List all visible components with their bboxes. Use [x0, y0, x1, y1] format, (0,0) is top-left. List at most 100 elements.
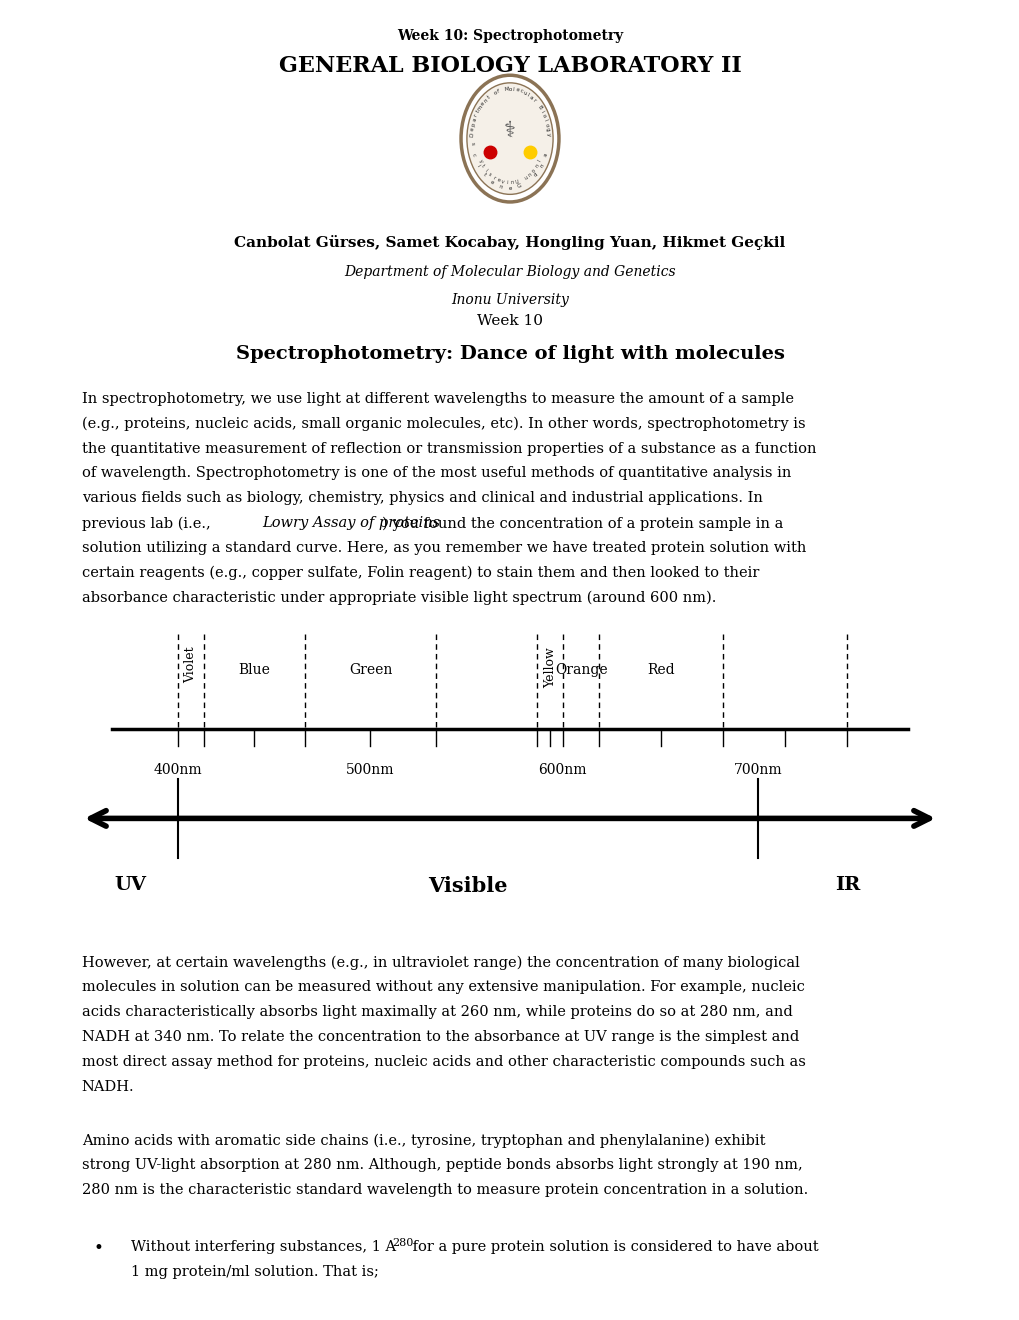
Text: a: a [471, 117, 477, 123]
Text: e: e [469, 127, 475, 132]
Text: Amino acids with aromatic side chains (i.e., tyrosine, tryptophan and phenylalan: Amino acids with aromatic side chains (i… [82, 1134, 764, 1148]
Text: u: u [522, 90, 527, 96]
Text: v: v [500, 180, 504, 185]
Text: 700nm: 700nm [733, 763, 782, 777]
Text: (e.g., proteins, nucleic acids, small organic molecules, etc). In other words, s: (e.g., proteins, nucleic acids, small or… [82, 417, 804, 432]
Text: e: e [479, 100, 485, 107]
Text: Lowry Assay of proteins: Lowry Assay of proteins [262, 516, 440, 531]
Text: absorbance characteristic under appropriate visible light spectrum (around 600 n: absorbance characteristic under appropri… [82, 590, 715, 605]
Text: certain reagents (e.g., copper sulfate, Folin reagent) to stain them and then lo: certain reagents (e.g., copper sulfate, … [82, 566, 758, 581]
Text: p: p [470, 123, 476, 127]
Text: Canbolat Gürses, Samet Kocabay, Hongling Yuan, Hikmet Geçkil: Canbolat Gürses, Samet Kocabay, Hongling… [234, 235, 785, 249]
Text: NADH.: NADH. [82, 1080, 135, 1094]
Text: Department of Molecular Biology and Genetics: Department of Molecular Biology and Gene… [343, 265, 676, 280]
Text: d: d [532, 172, 538, 178]
Circle shape [467, 83, 552, 194]
Text: s: s [487, 172, 492, 177]
Text: Visible: Visible [428, 876, 507, 896]
Text: f: f [496, 88, 500, 94]
Text: solution utilizing a standard curve. Here, as you remember we have treated prote: solution utilizing a standard curve. Her… [82, 541, 805, 554]
Text: o: o [531, 168, 536, 173]
Text: r: r [473, 114, 479, 117]
Text: B: B [536, 104, 542, 111]
Text: i: i [475, 164, 480, 168]
Text: molecules in solution can be measured without any extensive manipulation. For ex: molecules in solution can be measured wi… [82, 981, 804, 994]
Text: t: t [475, 110, 480, 114]
Text: n: n [538, 162, 544, 169]
Text: 280 nm is the characteristic standard wavelength to measure protein concentratio: 280 nm is the characteristic standard wa… [82, 1183, 807, 1197]
Text: UV: UV [114, 876, 146, 895]
Text: o: o [540, 114, 546, 119]
Text: for a pure protein solution is considered to have about: for a pure protein solution is considere… [408, 1239, 818, 1254]
Text: U: U [515, 180, 519, 185]
Text: l: l [513, 87, 515, 92]
Text: 600nm: 600nm [538, 763, 586, 777]
Text: Inonu University: Inonu University [450, 293, 569, 308]
Text: o: o [543, 123, 549, 127]
Text: •: • [94, 1239, 104, 1257]
Text: g: g [544, 127, 550, 132]
Text: m: m [476, 104, 484, 111]
Text: the quantitative measurement of reflection or transmission properties of a subst: the quantitative measurement of reflecti… [82, 442, 815, 455]
Text: 1 mg protein/ml solution. That is;: 1 mg protein/ml solution. That is; [130, 1265, 378, 1279]
Text: a: a [542, 152, 548, 157]
Text: t: t [481, 173, 486, 178]
Text: u: u [523, 174, 528, 181]
Text: t: t [480, 164, 485, 168]
Text: n: n [482, 98, 488, 103]
Text: r: r [491, 176, 495, 181]
Text: of wavelength. Spectrophotometry is one of the most useful methods of quantitati: of wavelength. Spectrophotometry is one … [82, 466, 790, 480]
Text: n: n [498, 183, 502, 189]
Text: n: n [534, 164, 539, 169]
Text: Red: Red [647, 663, 675, 677]
Text: e: e [507, 186, 512, 190]
Text: However, at certain wavelengths (e.g., in ultraviolet range) the concentration o: However, at certain wavelengths (e.g., i… [82, 956, 799, 970]
Text: In spectrophotometry, we use light at different wavelengths to measure the amoun: In spectrophotometry, we use light at di… [82, 392, 793, 407]
Text: Orange: Orange [554, 663, 607, 677]
Text: r: r [531, 98, 536, 103]
Text: IR: IR [835, 876, 860, 895]
Text: Week 10: Spectrophotometry: Week 10: Spectrophotometry [396, 29, 623, 44]
Text: 280: 280 [392, 1238, 414, 1249]
Text: e: e [515, 87, 519, 92]
Text: c: c [519, 88, 523, 94]
Text: GENERAL BIOLOGY LABORATORY II: GENERAL BIOLOGY LABORATORY II [278, 55, 741, 78]
Text: i: i [506, 181, 507, 185]
Text: Yellow: Yellow [543, 647, 556, 688]
Text: s: s [469, 141, 474, 145]
Text: NADH at 340 nm. To relate the concentration to the absorbance at UV range is the: NADH at 340 nm. To relate the concentrat… [82, 1030, 798, 1044]
Text: l: l [542, 119, 547, 121]
Text: o: o [507, 87, 512, 91]
Text: 500nm: 500nm [345, 763, 394, 777]
Text: Week 10: Week 10 [477, 314, 542, 329]
Text: Green: Green [348, 663, 391, 677]
Text: y: y [545, 132, 550, 136]
Text: c: c [471, 153, 476, 157]
Text: e: e [489, 180, 494, 185]
Text: Without interfering substances, 1 A: Without interfering substances, 1 A [130, 1239, 395, 1254]
Text: l: l [526, 92, 530, 98]
Text: y: y [477, 158, 483, 164]
Text: e: e [495, 177, 500, 183]
Text: previous lab (i.e.,: previous lab (i.e., [82, 516, 215, 531]
Text: ) you found the concentration of a protein sample in a: ) you found the concentration of a prote… [382, 516, 784, 531]
Text: D: D [469, 132, 474, 137]
Text: M: M [503, 87, 508, 92]
Text: i: i [483, 168, 488, 173]
Text: n: n [527, 172, 532, 177]
Text: Spectrophotometry: Dance of light with molecules: Spectrophotometry: Dance of light with m… [235, 345, 784, 363]
Text: most direct assay method for proteins, nucleic acids and other characteristic co: most direct assay method for proteins, n… [82, 1055, 805, 1069]
Text: ⚕: ⚕ [503, 120, 516, 141]
Text: o: o [492, 90, 497, 96]
Text: i: i [539, 110, 544, 114]
Text: G: G [517, 183, 522, 190]
Text: strong UV-light absorption at 280 nm. Although, peptide bonds absorbs light stro: strong UV-light absorption at 280 nm. Al… [82, 1159, 802, 1172]
Text: Violet: Violet [184, 647, 197, 684]
Text: n: n [511, 181, 514, 185]
Text: I: I [537, 158, 542, 162]
Text: t: t [486, 95, 490, 100]
Text: a: a [528, 95, 534, 100]
Text: various fields such as biology, chemistry, physics and clinical and industrial a: various fields such as biology, chemistr… [82, 491, 762, 506]
Text: 400nm: 400nm [154, 763, 203, 777]
Text: Blue: Blue [238, 663, 270, 677]
